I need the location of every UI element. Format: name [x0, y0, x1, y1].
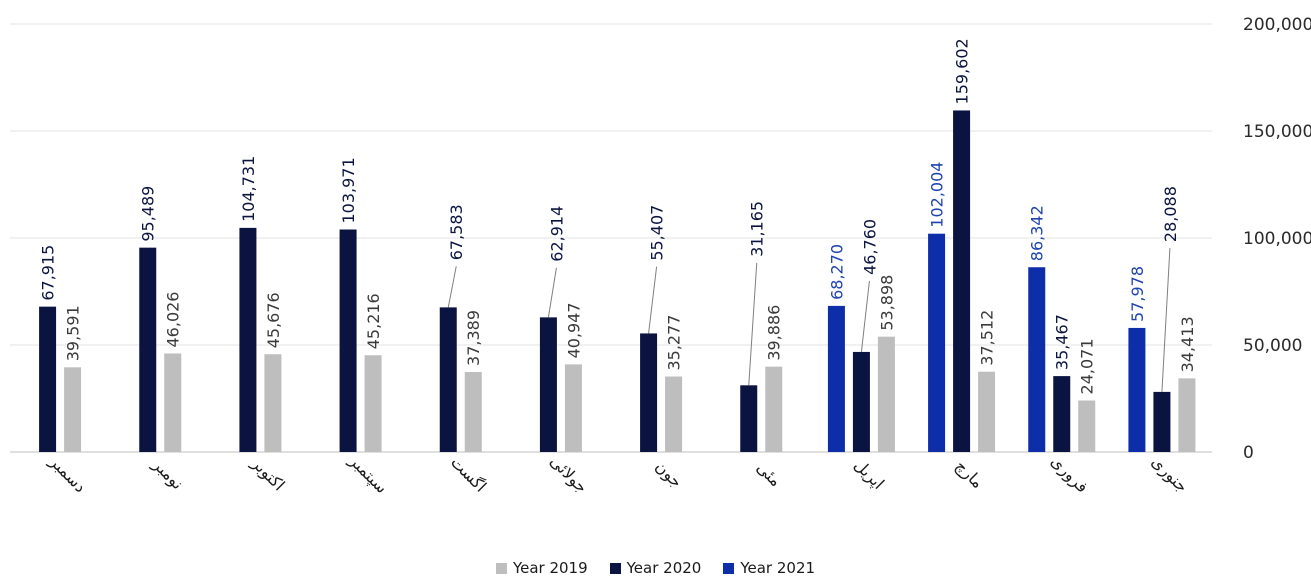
- legend-item-2019: Year 2019: [495, 559, 588, 577]
- y-tick-label: 200,000: [1243, 15, 1311, 35]
- data-label: 95,489: [139, 186, 158, 242]
- data-label: 159,602: [953, 38, 972, 104]
- leader-line: [648, 266, 658, 334]
- x-tick-label: نومبر: [148, 454, 188, 494]
- data-label: 46,760: [860, 219, 879, 275]
- x-tick-label: جون: [651, 457, 686, 492]
- data-label: 62,914: [547, 206, 566, 262]
- data-label: 53,898: [877, 275, 896, 331]
- legend-swatch-2019: [495, 562, 507, 574]
- bar: [765, 366, 783, 452]
- legend-label-2019: Year 2019: [512, 559, 588, 577]
- bar: [852, 351, 870, 452]
- data-label: 31,165: [748, 201, 767, 257]
- bar: [1078, 400, 1096, 452]
- data-label: 24,071: [1078, 339, 1097, 395]
- legend-label-2021: Year 2021: [740, 559, 816, 577]
- data-label: 67,583: [447, 204, 466, 260]
- legend-swatch-2021: [723, 562, 735, 574]
- bar: [64, 367, 82, 452]
- y-tick-label: 150,000: [1243, 122, 1311, 142]
- x-tick-label: اگست: [447, 453, 490, 496]
- data-label: 45,676: [264, 292, 283, 348]
- bar: [640, 333, 658, 452]
- data-label: 40,947: [564, 302, 583, 358]
- leader-line: [748, 262, 758, 386]
- bar: [464, 371, 482, 452]
- bar: [364, 355, 382, 452]
- data-label: 104,731: [239, 156, 258, 222]
- data-label: 46,026: [164, 292, 183, 348]
- bar-chart-svg: 0 50,000 100,000 150,000 200,000 67,915 39,591…: [10, 15, 1311, 498]
- data-label: 103,971: [339, 157, 358, 223]
- data-label: 86,342: [1028, 205, 1047, 261]
- bar: [339, 229, 357, 452]
- bar: [978, 371, 996, 452]
- bar: [164, 353, 182, 452]
- data-label: 102,004: [928, 162, 947, 228]
- bar: [928, 233, 946, 452]
- data-label: 37,389: [464, 310, 483, 366]
- data-label: 37,512: [978, 310, 997, 366]
- bar: [39, 306, 57, 452]
- legend-label-2020: Year 2020: [626, 559, 702, 577]
- bar: [439, 307, 457, 452]
- y-tick-label: 50,000: [1243, 336, 1302, 356]
- x-tick-label: مئی: [753, 458, 785, 490]
- data-label: 35,467: [1053, 314, 1072, 370]
- data-label: 34,413: [1178, 316, 1197, 372]
- data-label: 67,915: [39, 245, 58, 301]
- x-tick-label: جنوری: [1147, 452, 1192, 497]
- x-tick-label: سپتمبر: [344, 450, 391, 497]
- data-label: 55,407: [648, 205, 667, 261]
- data-label: 57,978: [1128, 266, 1147, 322]
- leader-line: [1161, 248, 1171, 392]
- leader-line: [547, 267, 557, 318]
- bar: [953, 110, 971, 452]
- legend: Year 2019 Year 2020 Year 2021: [0, 558, 1311, 578]
- x-tick-label: مارچ: [951, 456, 987, 492]
- x-tick-label: اپریل: [850, 455, 888, 493]
- bar: [1128, 327, 1146, 452]
- bar: [740, 385, 758, 452]
- bar: [1153, 391, 1171, 452]
- data-label: 39,591: [64, 305, 83, 361]
- bar: [1178, 378, 1196, 452]
- data-label: 35,277: [665, 315, 684, 371]
- x-tick-label: اکتوبر: [247, 453, 289, 495]
- y-tick-label: 100,000: [1243, 229, 1311, 249]
- data-label: 39,886: [765, 305, 784, 361]
- x-tick-label: فروری: [1046, 452, 1092, 498]
- bar: [264, 354, 282, 452]
- bar: [877, 336, 895, 452]
- x-tick-label: جولائی: [545, 451, 591, 497]
- bar: [239, 227, 257, 452]
- leader-line: [860, 280, 870, 352]
- leader-line: [447, 266, 457, 308]
- bar: [564, 364, 582, 452]
- data-label: 45,216: [364, 293, 383, 349]
- data-label: 28,088: [1161, 186, 1180, 242]
- bar: [539, 317, 557, 452]
- y-tick-label: 0: [1243, 443, 1254, 463]
- bar: [139, 247, 157, 452]
- data-label: 68,270: [827, 244, 846, 300]
- bar: [1053, 376, 1071, 452]
- bar: [1028, 267, 1046, 452]
- legend-item-2021: Year 2021: [723, 559, 815, 577]
- bar: [827, 305, 845, 452]
- x-tick-label: دسمبر: [44, 451, 90, 497]
- legend-swatch-2020: [609, 562, 621, 574]
- bar: [665, 376, 683, 452]
- legend-item-2020: Year 2020: [609, 559, 702, 577]
